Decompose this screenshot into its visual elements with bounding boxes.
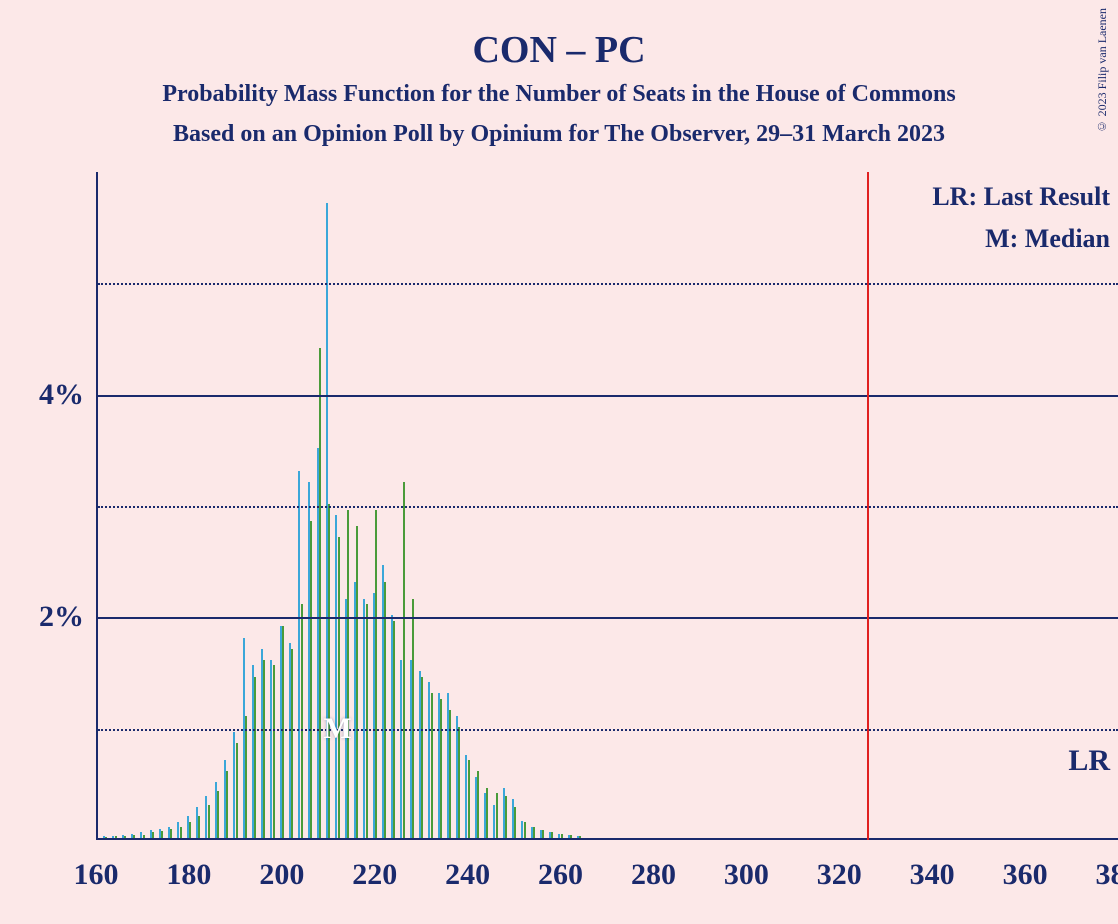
- chart-subtitle-2: Based on an Opinion Poll by Opinium for …: [0, 121, 1118, 148]
- bar-series-b: [245, 716, 247, 838]
- bar-series-b: [570, 835, 572, 838]
- bar-series-b: [282, 626, 284, 838]
- bar-series-b: [310, 521, 312, 838]
- bar-series-b: [170, 829, 172, 838]
- bar-series-b: [468, 760, 470, 838]
- x-tick-label: 160: [74, 840, 119, 892]
- y-tick-label: 4%: [39, 378, 96, 412]
- x-tick-label: 340: [910, 840, 955, 892]
- bar-series-b: [236, 743, 238, 838]
- x-tick-label: 300: [724, 840, 769, 892]
- chart-subtitle-1: Probability Mass Function for the Number…: [0, 81, 1118, 108]
- legend-lr: LR: Last Result: [932, 182, 1110, 212]
- bar-series-b: [440, 699, 442, 838]
- legend-median: M: Median: [985, 224, 1110, 254]
- bar-series-b: [133, 835, 135, 838]
- bar-series-b: [486, 788, 488, 838]
- last-result-line: [867, 172, 869, 840]
- x-tick-label: 280: [631, 840, 676, 892]
- bar-series-b: [514, 807, 516, 838]
- bar-series-b: [254, 677, 256, 838]
- bar-series-b: [189, 822, 191, 838]
- lr-marker: LR: [1068, 744, 1110, 778]
- bar-series-b: [524, 822, 526, 838]
- bar-series-b: [152, 832, 154, 838]
- bar-series-b: [263, 660, 265, 838]
- bar-series-b: [319, 348, 321, 838]
- chart-container: CON – PC Probability Mass Function for t…: [0, 0, 1118, 924]
- bar-series-b: [561, 834, 563, 838]
- bar-series-b: [458, 727, 460, 838]
- copyright-label: © 2023 Filip van Laenen: [1095, 8, 1110, 133]
- bar-series-b: [124, 836, 126, 838]
- bar-series-b: [291, 649, 293, 838]
- x-tick-label: 260: [538, 840, 583, 892]
- plot-area: 2%4% 16018020022024026028030032034036038…: [96, 172, 1118, 840]
- bar-series-b: [551, 832, 553, 838]
- bar-series-b: [347, 510, 349, 838]
- bar-series-b: [198, 816, 200, 838]
- bar-series-b: [143, 835, 145, 838]
- bar-series-b: [356, 526, 358, 838]
- bar-series-b: [217, 791, 219, 838]
- bar-series-b: [496, 793, 498, 838]
- bar-series-b: [226, 771, 228, 838]
- x-tick-label: 220: [352, 840, 397, 892]
- bar-series-b: [579, 836, 581, 838]
- gridline-major: [98, 395, 1118, 397]
- bar-series-b: [375, 510, 377, 838]
- bar-series-b: [180, 827, 182, 838]
- bar-series-b: [412, 599, 414, 838]
- bar-series-b: [161, 831, 163, 838]
- bar-series-b: [403, 482, 405, 838]
- bar-series-b: [273, 665, 275, 838]
- bar-series-b: [105, 837, 107, 838]
- x-tick-label: 360: [1003, 840, 1048, 892]
- bar-series-b: [421, 677, 423, 838]
- median-marker: M: [323, 712, 351, 746]
- bar-series-b: [328, 504, 330, 838]
- bar-series-b: [115, 836, 117, 838]
- gridline-major: [98, 617, 1118, 619]
- gridline-minor: [98, 283, 1118, 285]
- bar-series-b: [366, 604, 368, 838]
- gridline-minor: [98, 506, 1118, 508]
- bar-series-b: [431, 693, 433, 838]
- x-tick-label: 180: [166, 840, 211, 892]
- bar-series-b: [505, 796, 507, 838]
- chart-title: CON – PC: [0, 28, 1118, 72]
- bar-series-b: [542, 830, 544, 838]
- bar-series-b: [301, 604, 303, 838]
- x-tick-label: 320: [817, 840, 862, 892]
- bar-series-b: [477, 771, 479, 838]
- x-tick-label: 200: [259, 840, 304, 892]
- bar-series-b: [338, 537, 340, 838]
- bar-series-b: [384, 582, 386, 838]
- x-tick-label: 380: [1096, 840, 1118, 892]
- gridline-minor: [98, 729, 1118, 731]
- bar-series-b: [208, 805, 210, 838]
- bar-series-b: [533, 827, 535, 838]
- y-tick-label: 2%: [39, 600, 96, 634]
- x-tick-label: 240: [445, 840, 490, 892]
